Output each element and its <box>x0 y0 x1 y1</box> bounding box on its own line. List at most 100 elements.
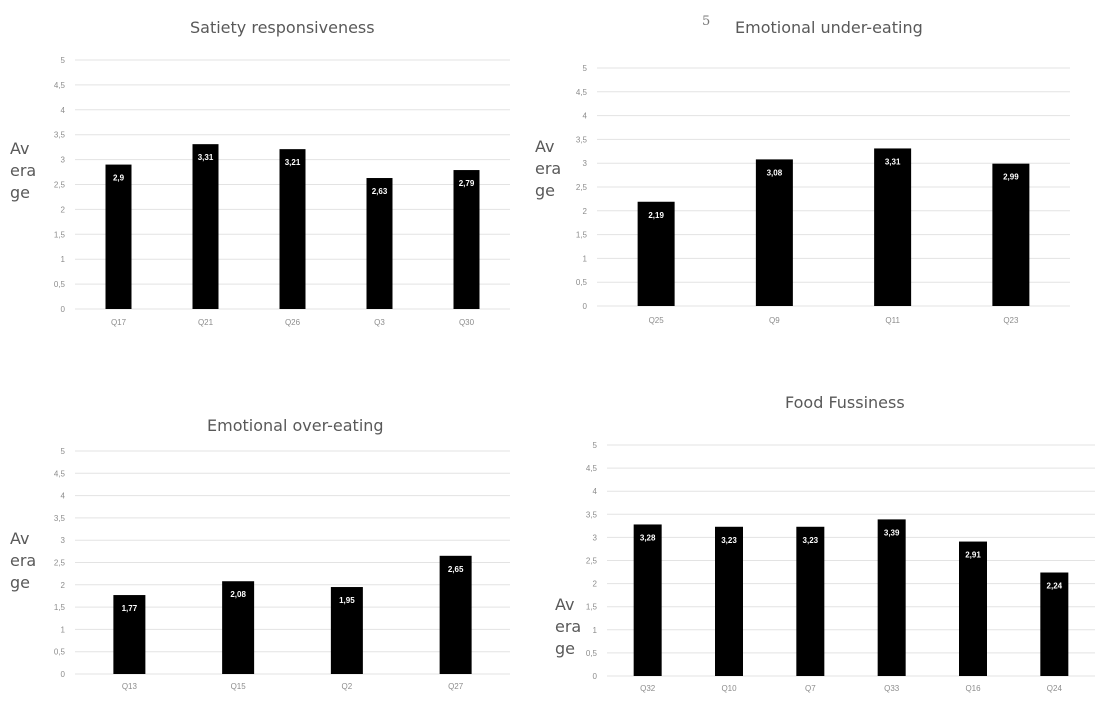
bar <box>755 159 793 306</box>
y-tick-label: 0 <box>593 672 598 681</box>
x-tick-label: Q11 <box>885 316 900 325</box>
y-tick-label: 0,5 <box>576 278 588 287</box>
data-label: 3,28 <box>640 533 656 542</box>
bar <box>113 595 146 674</box>
data-label: 2,24 <box>1047 582 1063 591</box>
y-axis-label-part: Av <box>535 137 555 156</box>
y-tick-label: 1,5 <box>586 603 598 612</box>
y-axis-label: Av era ge <box>10 528 40 594</box>
x-tick-label: Q33 <box>884 684 900 693</box>
y-tick-label: 1 <box>583 254 588 263</box>
data-label: 3,23 <box>721 536 737 545</box>
y-tick-label: 3,5 <box>54 514 66 523</box>
y-tick-label: 2,5 <box>586 557 598 566</box>
data-label: 2,99 <box>1003 173 1019 182</box>
y-tick-label: 2,5 <box>54 181 66 190</box>
bar <box>874 148 912 306</box>
bar <box>105 164 132 309</box>
y-axis-label-part: era <box>555 617 582 636</box>
y-tick-label: 0 <box>61 305 66 314</box>
y-axis-label-part: Av <box>10 529 30 548</box>
y-tick-label: 5 <box>583 64 588 73</box>
bar <box>796 526 825 676</box>
data-label: 1,95 <box>339 596 355 605</box>
x-tick-label: Q23 <box>1003 316 1019 325</box>
data-label: 2,91 <box>965 551 981 560</box>
chart-emotional-under-eating: Emotional under-eating Av era ge 0 0,5 1 1,… <box>535 0 1102 350</box>
chart-title: Satiety responsiveness <box>190 18 375 37</box>
y-tick-label: 4 <box>583 112 588 121</box>
x-tick-label: Q15 <box>231 682 247 691</box>
x-tick-label: Q3 <box>374 318 385 327</box>
x-tick-label: Q16 <box>965 684 981 693</box>
chart-title: Emotional over-eating <box>207 416 384 435</box>
x-tick-label: Q9 <box>769 316 780 325</box>
y-tick-label: 0,5 <box>586 649 598 658</box>
y-axis-label-part: ge <box>555 639 575 658</box>
y-tick-label: 1,5 <box>54 603 66 612</box>
data-label: 2,19 <box>648 211 664 220</box>
chart-satiety-responsiveness: Satiety responsiveness Av era ge 0 0,5 1 1,… <box>0 0 545 350</box>
x-tick-label: Q7 <box>805 684 816 693</box>
y-tick-label: 3 <box>61 536 66 545</box>
y-axis-label-part: era <box>10 161 37 180</box>
data-label: 2,9 <box>113 174 125 183</box>
y-tick-label: 2 <box>583 207 588 216</box>
y-tick-label: 3 <box>61 156 66 165</box>
y-axis-label-part: ge <box>535 181 555 200</box>
y-tick-label: 4,5 <box>54 469 66 478</box>
y-tick-label: 3 <box>583 159 588 168</box>
y-axis-label: Av era ge <box>555 594 585 660</box>
bar <box>192 144 219 309</box>
y-tick-label: 1,5 <box>576 231 588 240</box>
bar <box>439 555 472 674</box>
chart-title: Emotional under-eating <box>735 18 923 37</box>
data-label: 3,21 <box>285 158 301 167</box>
data-label: 3,31 <box>198 153 214 162</box>
y-tick-label: 4,5 <box>576 88 588 97</box>
y-tick-label: 4,5 <box>54 81 66 90</box>
x-tick-label: Q24 <box>1047 684 1063 693</box>
x-tick-label: Q25 <box>649 316 665 325</box>
y-tick-label: 5 <box>61 56 66 65</box>
y-tick-label: 1 <box>61 255 66 264</box>
y-tick-label: 1,5 <box>54 230 66 239</box>
chart-plot: 0 0,5 1 1,5 2 2,5 3 3,5 4 4,5 5 3,28 Q32 3,23 Q10 3,23 Q… <box>586 441 1095 693</box>
y-tick-label: 0 <box>583 302 588 311</box>
y-tick-label: 1 <box>593 626 598 635</box>
bar <box>222 581 255 674</box>
chart-plot: 0 0,5 1 1,5 2 2,5 3 3,5 4 4,5 5 1,77 Q13 2,08 Q15 1,95 Q… <box>54 447 510 691</box>
x-tick-label: Q13 <box>122 682 138 691</box>
data-label: 2,79 <box>459 179 475 188</box>
chart-plot: 0 0,5 1 1,5 2 2,5 3 3,5 4 4,5 5 2,9 Q17 3,31 Q21 3,21 Q2… <box>54 56 510 327</box>
y-axis-label: Av era ge <box>535 136 565 202</box>
data-label: 3,39 <box>884 528 900 537</box>
y-axis-label-part: ge <box>10 183 30 202</box>
y-tick-label: 0 <box>61 670 66 679</box>
y-axis-label-part: era <box>10 551 37 570</box>
chart-food-fussiness: Food Fussiness Av era ge 0 0,5 1 1,5 2 2,5 3 3,… <box>545 350 1102 701</box>
x-tick-label: Q30 <box>459 318 475 327</box>
x-tick-label: Q26 <box>285 318 301 327</box>
data-label: 3,23 <box>803 536 819 545</box>
x-tick-label: Q10 <box>721 684 737 693</box>
bar <box>715 526 743 676</box>
bar <box>637 201 675 306</box>
y-tick-label: 4,5 <box>586 464 598 473</box>
y-axis-label-part: Av <box>555 595 575 614</box>
y-axis-label-part: ge <box>10 573 30 592</box>
y-axis-label-part: Av <box>10 139 30 158</box>
bar <box>1040 572 1069 676</box>
bar <box>279 149 306 309</box>
x-tick-label: Q32 <box>640 684 656 693</box>
y-axis-label-part: era <box>535 159 562 178</box>
y-tick-label: 2 <box>61 581 66 590</box>
y-tick-label: 5 <box>61 447 66 456</box>
data-label: 3,08 <box>767 168 783 177</box>
bar <box>877 519 906 676</box>
data-label: 2,63 <box>372 187 388 196</box>
y-tick-label: 2,5 <box>54 559 66 568</box>
y-axis-label: Av era ge <box>10 138 40 204</box>
y-tick-label: 2 <box>593 580 598 589</box>
data-label: 2,65 <box>448 565 464 574</box>
